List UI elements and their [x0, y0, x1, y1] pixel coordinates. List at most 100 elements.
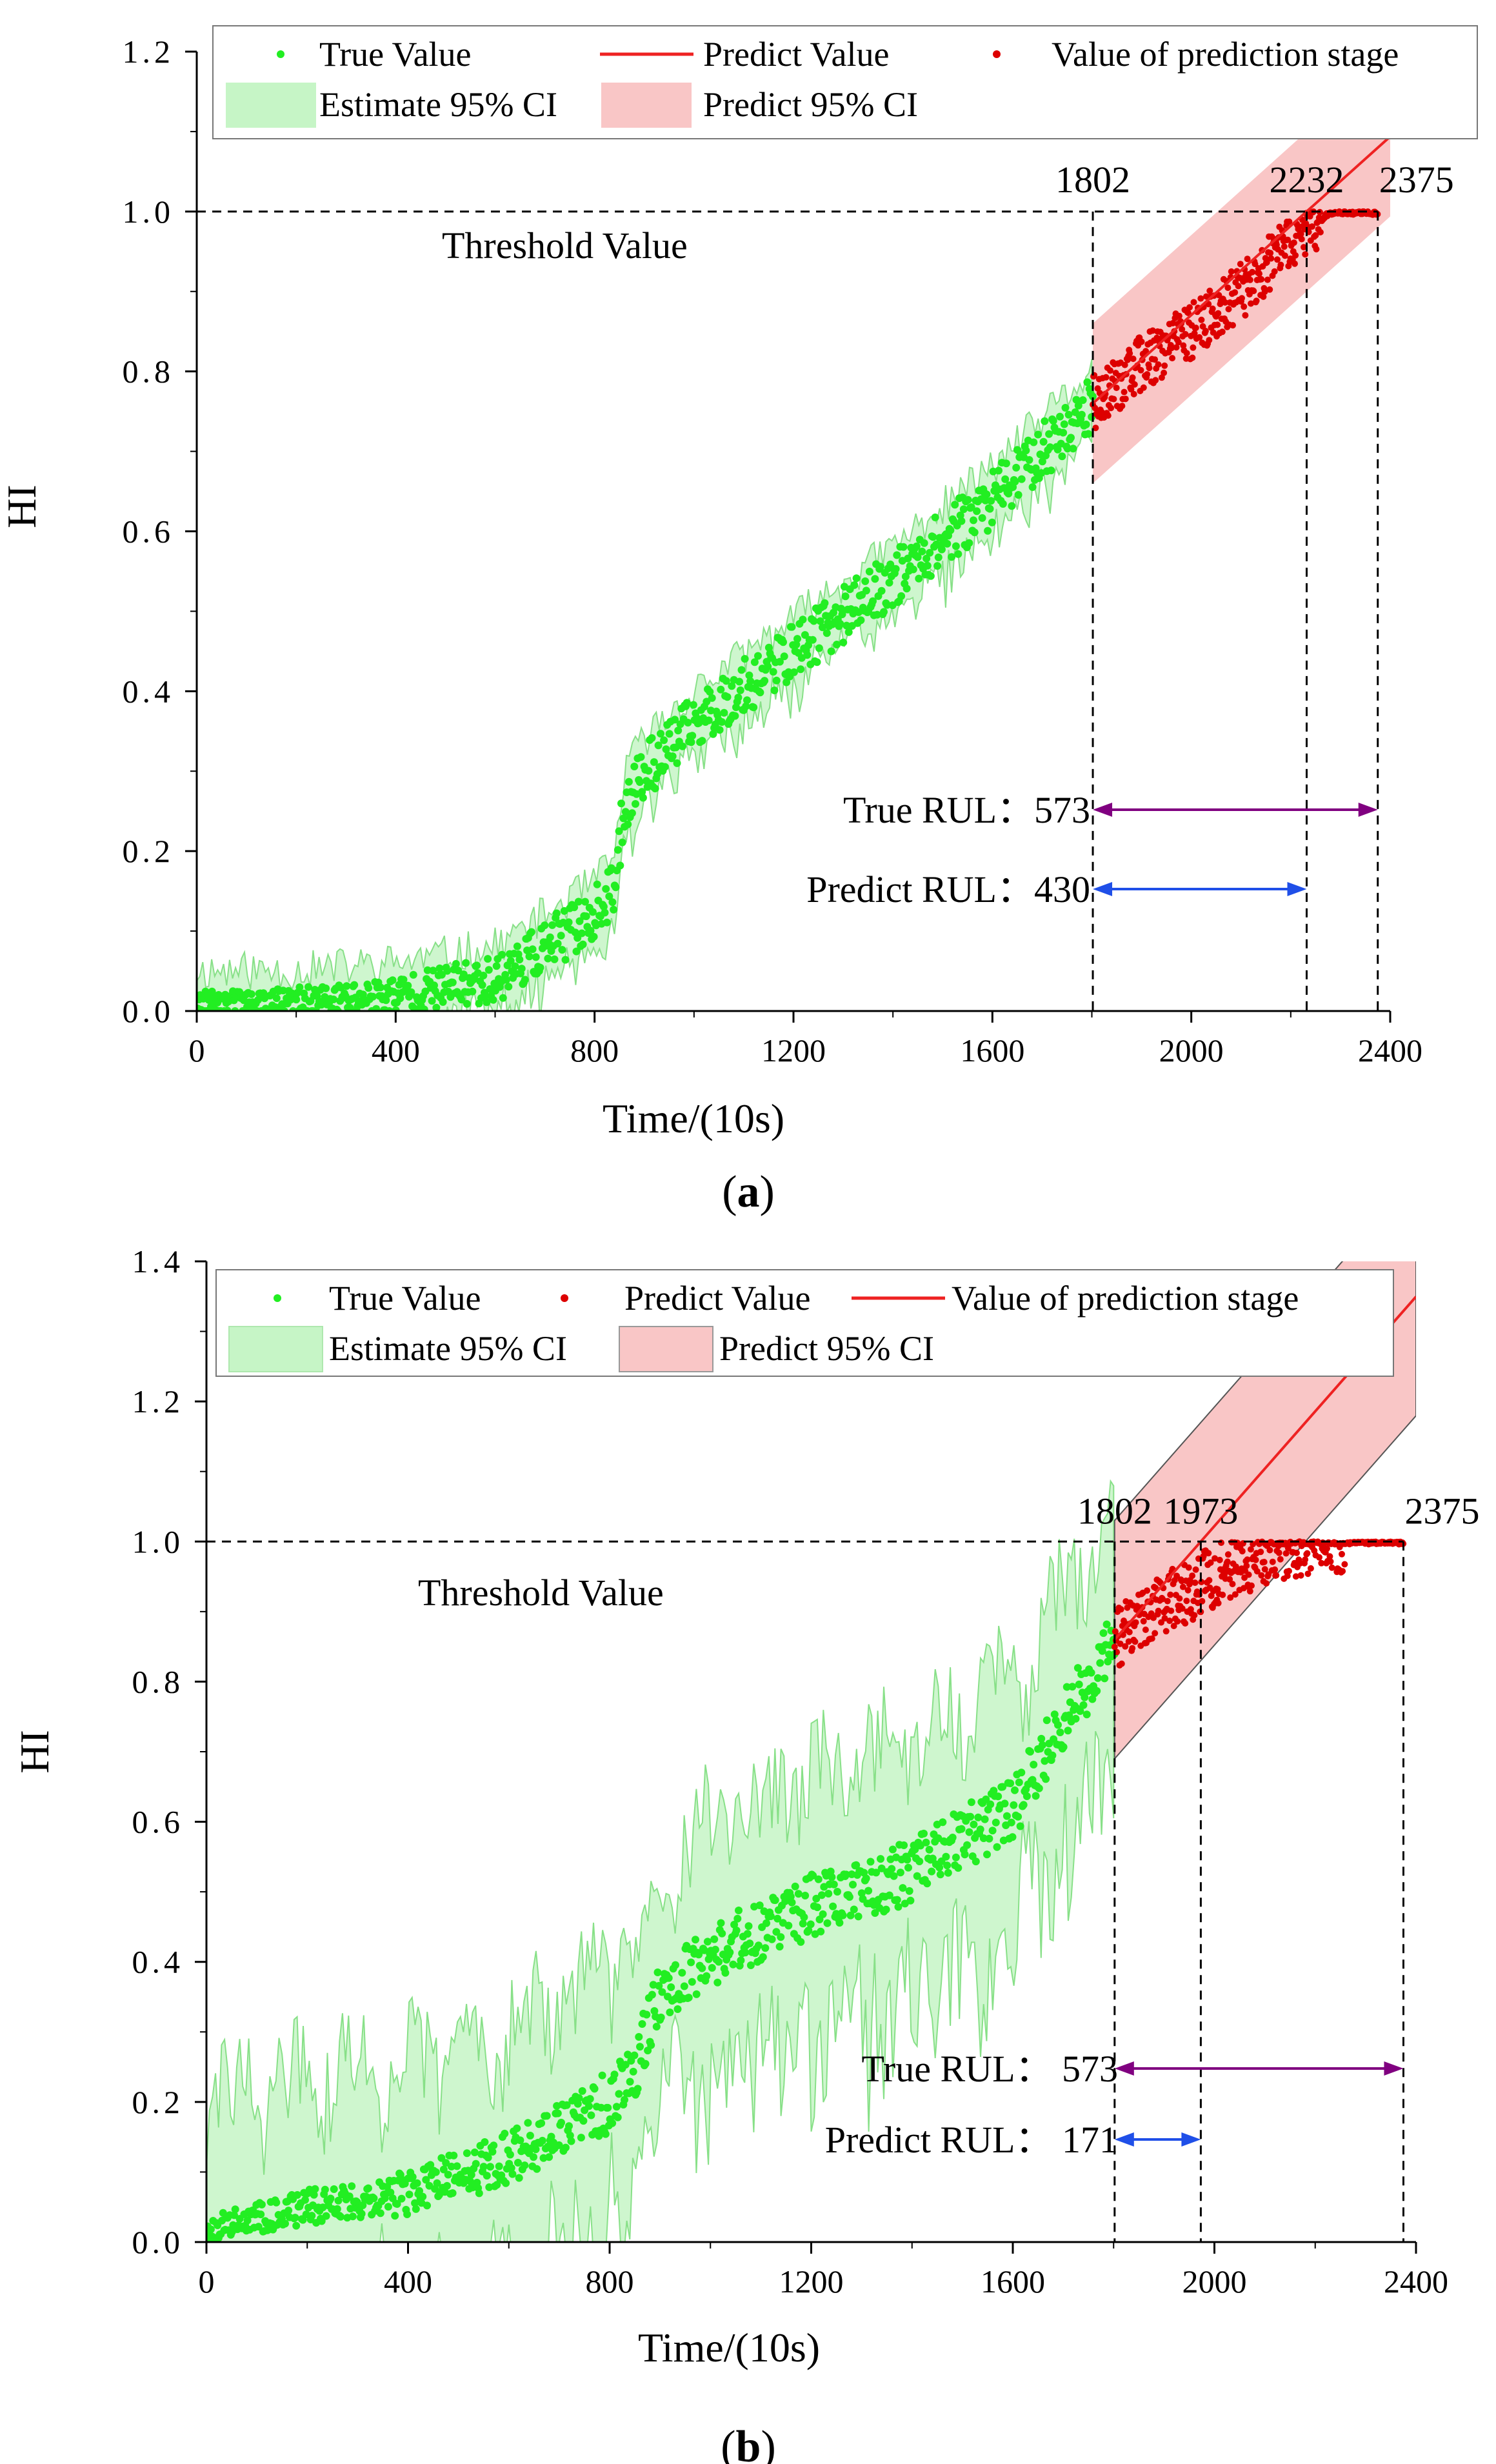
true-value-point — [532, 2145, 540, 2154]
true-value-point — [616, 861, 624, 870]
true-value-point — [479, 972, 488, 979]
true-value-point — [601, 2130, 610, 2138]
true-value-point — [382, 996, 390, 1005]
legend-prediction-stage-swatch — [993, 50, 1001, 58]
prediction-stage-point — [1124, 1604, 1131, 1611]
y-tick-label: 0.8 — [132, 1663, 185, 1699]
x-tick-label: 0 — [189, 1032, 205, 1068]
true-value-point — [904, 1863, 912, 1872]
true-value-point — [791, 1882, 799, 1890]
true-value-point — [1030, 438, 1038, 446]
prediction-stage-point — [1269, 1558, 1276, 1565]
true-value-point — [1012, 463, 1021, 472]
true-value-point — [527, 928, 535, 936]
true-value-point — [993, 1843, 1001, 1851]
prediction-stage-point — [1130, 356, 1137, 363]
prediction-stage-point — [1244, 1556, 1251, 1563]
true-value-point — [900, 1841, 908, 1849]
true-value-point — [871, 1909, 879, 1917]
true-value-point — [586, 2095, 594, 2103]
true-value-point — [970, 528, 979, 537]
true-value-point — [742, 702, 750, 710]
true-value-point — [866, 1858, 875, 1866]
true-value-point — [710, 1935, 719, 1943]
true-value-point — [322, 2212, 330, 2220]
true-value-point — [433, 2179, 441, 2187]
prediction-stage-point — [1140, 384, 1147, 391]
prediction-stage-point — [1286, 218, 1293, 225]
prediction-stage-point — [1260, 293, 1267, 300]
prediction-stage-point — [1161, 362, 1168, 369]
true-value-point — [532, 953, 540, 961]
true-value-point — [723, 693, 732, 701]
true-value-point — [1088, 392, 1097, 401]
prediction-stage-point — [1192, 1566, 1199, 1573]
true-value-point — [771, 1896, 779, 1905]
prediction-stage-point — [1267, 250, 1274, 257]
true-value-point — [928, 1867, 936, 1876]
true-value-point — [1082, 1710, 1091, 1719]
true-value-point — [554, 2109, 562, 2118]
true-value-point — [783, 678, 791, 686]
prediction-stage-point — [1324, 1545, 1330, 1552]
true-value-point — [579, 940, 587, 948]
true-value-point — [536, 963, 544, 972]
true-value-point — [722, 677, 730, 685]
prediction-stage-point — [1248, 300, 1254, 307]
marker-label: 1973 — [1163, 1490, 1238, 1532]
true-value-point — [624, 820, 632, 828]
prediction-stage-point — [1216, 1556, 1223, 1563]
true-value-point — [638, 788, 646, 796]
true-value-point — [541, 921, 549, 930]
true-value-point — [444, 2170, 452, 2179]
true-value-point — [581, 897, 589, 906]
true-rul-arrow-head-right — [1384, 2061, 1404, 2076]
true-value-point — [899, 1884, 907, 1892]
true-value-point — [1002, 459, 1010, 468]
true-value-point — [466, 2178, 475, 2186]
true-rul-arrow — [1114, 2061, 1404, 2076]
prediction-stage-point — [1312, 232, 1319, 239]
true-value-point — [880, 608, 888, 616]
true-value-point — [668, 752, 677, 761]
true-value-point — [647, 2041, 655, 2049]
true-value-point — [819, 1910, 827, 1918]
true-value-point — [688, 1978, 696, 1986]
true-value-point — [936, 1870, 944, 1879]
prediction-stage-points — [1111, 1538, 1407, 1669]
true-value-point — [564, 918, 573, 927]
true-rul-label: True RUL：573 — [843, 789, 1090, 831]
prediction-stage-point — [1256, 270, 1262, 277]
predict-rul-label: Predict RUL：430 — [806, 868, 1090, 910]
true-value-point — [706, 688, 714, 696]
prediction-stage-point — [1215, 310, 1222, 317]
marker-label: 2232 — [1270, 159, 1344, 201]
prediction-stage-point — [1277, 261, 1284, 268]
true-value-point — [364, 984, 373, 992]
true-value-point — [435, 964, 444, 972]
prediction-stage-point — [1179, 326, 1186, 333]
prediction-stage-point — [1118, 1660, 1125, 1667]
prediction-stage-point — [1301, 244, 1307, 251]
true-value-point — [1047, 466, 1055, 475]
prediction-stage-point — [1206, 337, 1213, 344]
true-value-point — [703, 1938, 712, 1946]
prediction-stage-point — [1107, 367, 1113, 374]
true-value-point — [923, 561, 932, 570]
true-value-point — [843, 621, 851, 630]
prediction-stage-point — [1281, 243, 1288, 250]
true-value-point — [839, 638, 848, 646]
true-value-point — [877, 1864, 886, 1872]
prediction-stage-point — [1230, 322, 1236, 329]
true-value-point — [942, 1852, 950, 1861]
prediction-stage-point — [1184, 1587, 1192, 1594]
true-value-point — [334, 2196, 343, 2205]
true-value-point — [842, 1870, 850, 1879]
true-value-point — [415, 2187, 423, 2195]
true-value-point — [359, 2201, 367, 2209]
prediction-stage-point — [1302, 1556, 1309, 1563]
true-value-point — [257, 2210, 265, 2219]
panel-label-open: ( — [721, 2422, 735, 2464]
true-value-point — [513, 2124, 521, 2132]
true-value-point — [964, 496, 972, 504]
